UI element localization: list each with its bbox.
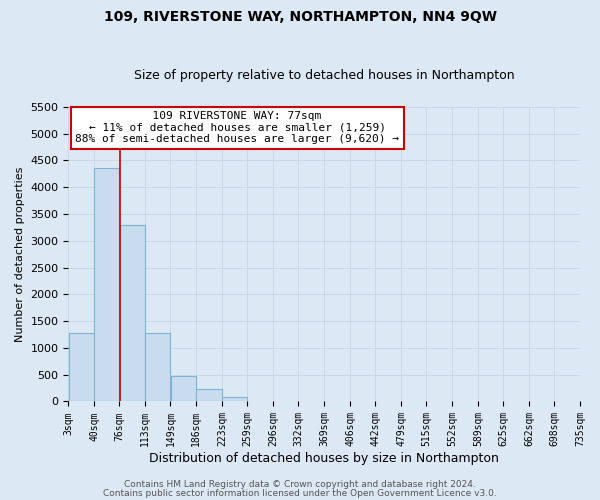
Text: 109 RIVERSTONE WAY: 77sqm  
← 11% of detached houses are smaller (1,259)
88% of : 109 RIVERSTONE WAY: 77sqm ← 11% of detac…	[75, 111, 399, 144]
Text: Contains public sector information licensed under the Open Government Licence v3: Contains public sector information licen…	[103, 488, 497, 498]
Title: Size of property relative to detached houses in Northampton: Size of property relative to detached ho…	[134, 69, 515, 82]
Y-axis label: Number of detached properties: Number of detached properties	[15, 166, 25, 342]
Bar	[170, 376, 196, 402]
Bar	[68, 334, 94, 402]
Text: 109, RIVERSTONE WAY, NORTHAMPTON, NN4 9QW: 109, RIVERSTONE WAY, NORTHAMPTON, NN4 9Q…	[104, 10, 497, 24]
Bar	[223, 396, 247, 402]
Text: Contains HM Land Registry data © Crown copyright and database right 2024.: Contains HM Land Registry data © Crown c…	[124, 480, 476, 489]
Bar	[196, 388, 222, 402]
Bar	[145, 333, 170, 402]
Bar	[119, 225, 145, 402]
X-axis label: Distribution of detached houses by size in Northampton: Distribution of detached houses by size …	[149, 452, 499, 465]
Bar	[94, 168, 119, 402]
